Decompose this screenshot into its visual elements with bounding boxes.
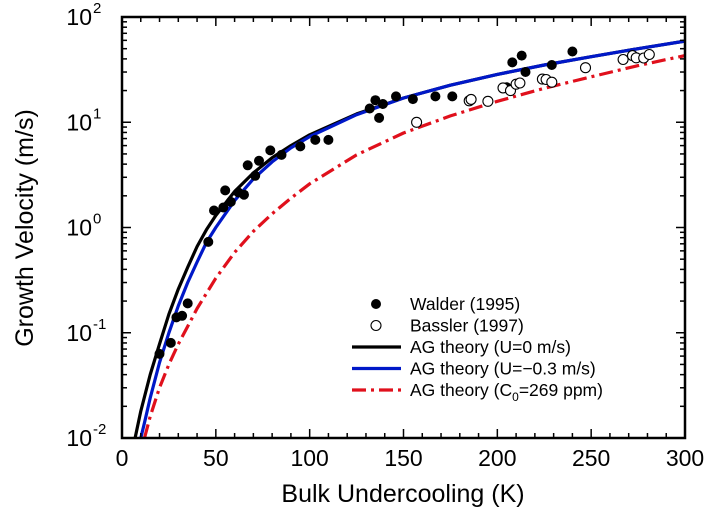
data-point-s0-34 xyxy=(567,46,578,57)
data-point-s0-6 xyxy=(209,205,219,216)
data-point-s0-3 xyxy=(177,310,188,321)
y-tick-label: 10 xyxy=(66,4,92,30)
data-point-s0-8 xyxy=(220,185,231,196)
x-tick-label: 200 xyxy=(478,445,516,471)
data-point-s0-22 xyxy=(374,112,385,123)
legend-entry-2: AG theory (U=0 m/s) xyxy=(352,337,571,357)
data-point-s0-4 xyxy=(182,298,193,309)
data-point-s0-24 xyxy=(391,91,401,102)
data-point-s0-23 xyxy=(377,99,388,109)
data-point-s0-1 xyxy=(165,337,176,348)
x-tick-label: 50 xyxy=(203,445,229,471)
legend-marker-1 xyxy=(370,319,382,332)
legend: Walder (1995)Bassler (1997)AG theory (U=… xyxy=(352,294,603,404)
y-tick-exponent: 2 xyxy=(93,0,101,17)
data-point-s0-20 xyxy=(364,103,375,114)
data-point-s0-21 xyxy=(370,95,381,106)
x-tick-label: 100 xyxy=(290,445,328,471)
data-point-s1-7 xyxy=(514,77,526,89)
x-tick-label: 300 xyxy=(666,445,704,471)
data-point-s0-0 xyxy=(154,348,165,359)
legend-label-3: AG theory (U=−0.3 m/s) xyxy=(410,359,596,379)
data-point-s0-29 xyxy=(507,57,518,68)
data-point-s0-5 xyxy=(203,236,214,247)
data-point-s0-16 xyxy=(276,149,287,160)
series-layer xyxy=(133,39,685,438)
data-point-s0-11 xyxy=(239,189,249,200)
data-point-s0-27 xyxy=(447,91,458,102)
data-point-s0-19 xyxy=(323,134,334,145)
data-point-s0-15 xyxy=(265,145,276,156)
legend-entry-4: AG theory (C0=269 ppm) xyxy=(352,380,603,404)
y-tick-label: 10 xyxy=(66,109,92,135)
x-axis-label: Bulk Undercooling (K) xyxy=(281,480,524,508)
data-point-s1-11 xyxy=(579,62,592,74)
legend-entry-3: AG theory (U=−0.3 m/s) xyxy=(352,359,596,379)
x-tick-label: 150 xyxy=(384,445,422,471)
y-tick-exponent: -1 xyxy=(93,316,106,333)
legend-label-0: Walder (1995) xyxy=(410,294,520,314)
legend-label-2: AG theory (U=0 m/s) xyxy=(410,337,571,357)
data-point-s0-33 xyxy=(546,60,557,70)
data-point-s0-31 xyxy=(516,50,527,61)
y-tick-exponent: 0 xyxy=(93,211,101,228)
x-tick-label: 0 xyxy=(116,445,129,471)
data-point-s1-10 xyxy=(546,76,558,88)
y-tick-label: 10 xyxy=(66,425,92,451)
series-line-4 xyxy=(142,54,685,438)
y-tick-exponent: -2 xyxy=(93,421,106,438)
legend-entry-0: Walder (1995) xyxy=(371,294,520,314)
data-point-s0-13 xyxy=(250,170,261,181)
data-point-s0-25 xyxy=(407,94,418,105)
data-point-s0-32 xyxy=(520,67,531,77)
y-tick-exponent: 1 xyxy=(93,105,101,122)
data-point-s1-12 xyxy=(617,53,629,66)
data-point-s0-12 xyxy=(242,160,253,171)
data-point-s0-17 xyxy=(295,141,306,152)
data-point-s1-2 xyxy=(465,93,477,105)
data-point-s0-26 xyxy=(430,91,441,102)
data-point-s0-9 xyxy=(225,196,236,207)
data-point-s1-0 xyxy=(411,116,423,128)
y-tick-label: 10 xyxy=(66,215,92,241)
legend-label-1: Bassler (1997) xyxy=(410,316,524,336)
legend-entry-1: Bassler (1997) xyxy=(370,316,524,336)
data-point-s0-18 xyxy=(310,134,321,145)
x-tick-label: 250 xyxy=(572,445,610,471)
data-point-s1-16 xyxy=(643,48,655,61)
y-tick-label: 10 xyxy=(66,320,92,346)
data-point-s0-14 xyxy=(254,155,264,166)
legend-label-4: AG theory (C0=269 ppm) xyxy=(410,380,603,404)
y-axis-label: Growth Velocity (m/s) xyxy=(11,109,39,347)
data-point-s1-3 xyxy=(482,95,494,107)
legend-marker-0 xyxy=(371,299,381,309)
data-point-s0-7 xyxy=(218,202,229,213)
